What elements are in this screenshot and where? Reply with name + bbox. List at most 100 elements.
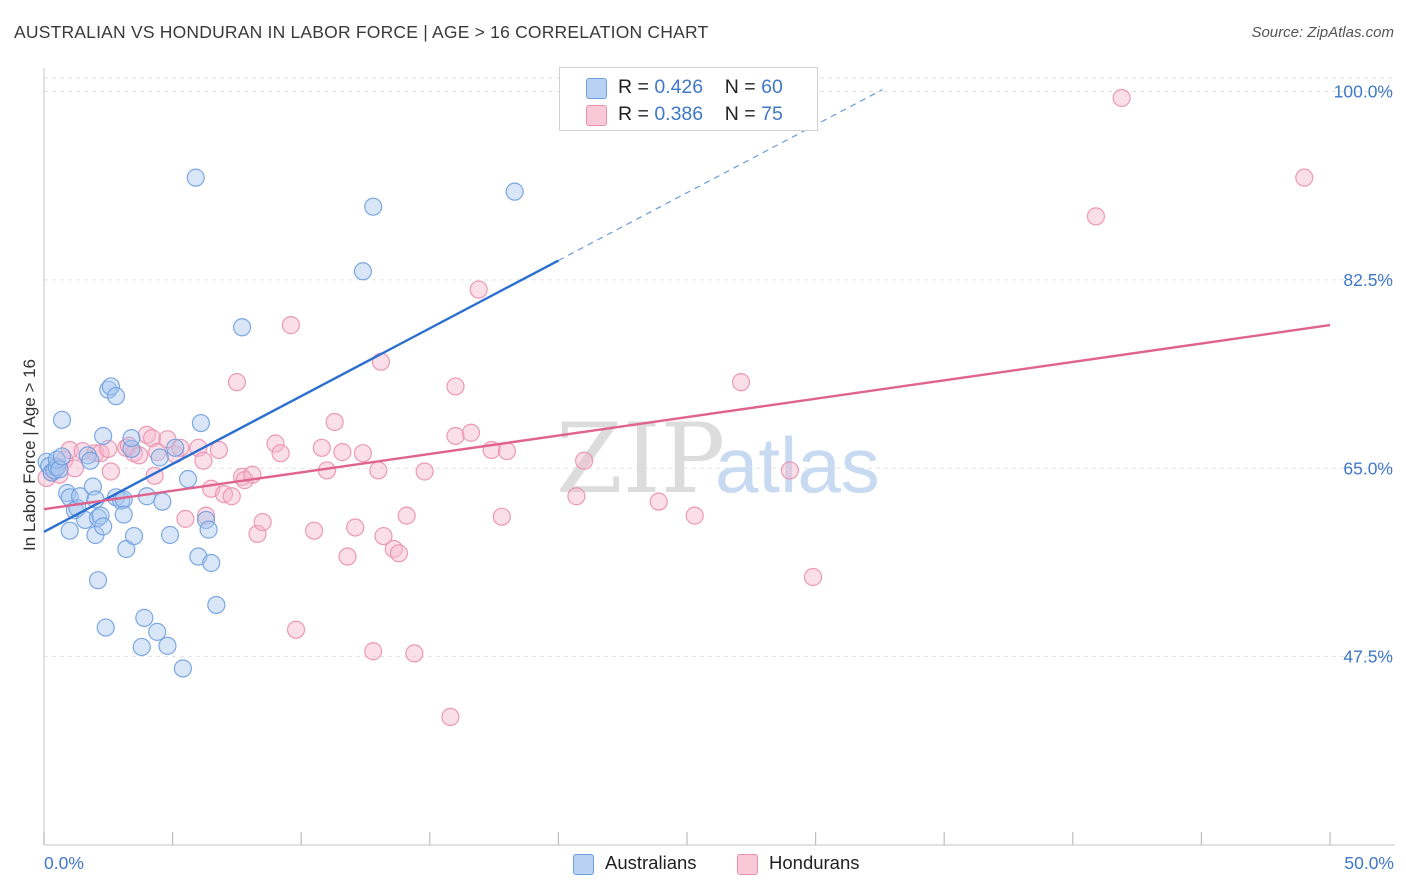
hondurans-point — [780, 461, 799, 480]
watermark-zip: ZIP — [556, 403, 725, 515]
hondurans-point — [461, 423, 481, 442]
axes-layer — [43, 68, 1395, 846]
hondurans-point — [325, 412, 344, 432]
hondurans-point — [649, 492, 668, 511]
hondurans-point — [194, 451, 213, 470]
australians-point — [132, 637, 151, 657]
hondurans-point — [281, 316, 301, 335]
australians-point — [364, 197, 383, 216]
hondurans-point — [222, 487, 241, 506]
points-layer — [37, 88, 1314, 727]
hondurans-point — [389, 544, 409, 563]
australians-point — [150, 448, 169, 467]
hondurans-point — [1086, 207, 1106, 226]
source-label: Source: ZipAtlas.com — [1251, 24, 1394, 41]
x-tick-label: 0.0% — [44, 853, 84, 873]
hondurans-point — [575, 451, 594, 470]
australians-point — [173, 659, 192, 678]
legend-n-value-australians: 60 — [761, 76, 783, 98]
legend-swatch-australians — [586, 78, 607, 99]
legend-swatch-hondurans — [586, 105, 607, 126]
hondurans-point — [271, 444, 290, 463]
bottom-legend-label-hondurans: Hondurans — [769, 852, 860, 873]
australians-point — [94, 426, 113, 446]
australians-point — [153, 492, 172, 511]
australians-point — [88, 571, 108, 590]
australians-point — [166, 438, 185, 457]
australians-point — [96, 618, 115, 637]
australians-point — [106, 387, 126, 406]
australians-point — [232, 318, 252, 337]
hondurans-trend-line — [43, 323, 1331, 511]
australians-point — [122, 429, 141, 448]
australians-point — [101, 377, 120, 396]
hondurans-point — [196, 506, 216, 525]
australians-point — [81, 451, 100, 470]
hondurans-point — [137, 425, 156, 444]
hondurans-point — [338, 547, 357, 566]
australians-trend-line — [43, 259, 559, 533]
australians-point — [47, 458, 66, 477]
hondurans-point — [397, 506, 416, 525]
hondurans-point — [1295, 168, 1314, 187]
hondurans-point — [353, 444, 373, 463]
hondurans-point — [346, 518, 365, 537]
australians-point — [353, 262, 373, 281]
hondurans-point — [364, 642, 383, 661]
australians-point — [178, 469, 198, 489]
australians-point — [91, 506, 110, 525]
hondurans-point — [469, 280, 488, 299]
hondurans-point — [731, 373, 751, 392]
australians-point — [158, 636, 177, 655]
ticks-layer: 47.5% 65.0% 82.5% 100.0% 0.0% 50.0% — [44, 82, 1394, 873]
x-tick-label: 50.0% — [1344, 853, 1394, 873]
legend-n-label: N = — [724, 103, 756, 125]
hondurans-point — [446, 377, 465, 396]
hondurans-point — [142, 429, 162, 448]
hondurans-point — [685, 506, 704, 525]
y-tick-label: 47.5% — [1343, 647, 1393, 667]
grid-layer — [44, 77, 1395, 658]
chart-title: AUSTRALIAN VS HONDURAN IN LABOR FORCE | … — [14, 22, 709, 42]
australians-point — [114, 505, 133, 524]
hondurans-point — [333, 443, 352, 462]
hondurans-point — [171, 438, 190, 457]
australians-point — [135, 608, 154, 627]
hondurans-point — [65, 459, 84, 478]
australians-point — [122, 439, 141, 458]
watermark: ZIP atlas — [556, 403, 880, 515]
australians-point — [60, 521, 79, 540]
legend-r-value-australians: 0.426 — [654, 76, 704, 98]
hondurans-point — [371, 352, 391, 371]
legend-r-label: R = — [618, 103, 649, 125]
y-tick-label: 65.0% — [1343, 458, 1393, 478]
australians-point — [160, 525, 180, 545]
y-tick-label: 100.0% — [1334, 82, 1393, 102]
australians-point — [52, 410, 72, 429]
australians-point — [88, 508, 108, 527]
hondurans-point — [1112, 88, 1131, 108]
hondurans-point — [266, 434, 285, 453]
hondurans-point — [312, 438, 331, 457]
hondurans-point — [374, 526, 393, 546]
hondurans-point — [101, 462, 120, 481]
hondurans-point — [497, 441, 517, 461]
australians-point — [199, 520, 218, 539]
hondurans-point — [441, 707, 460, 727]
hondurans-point — [286, 620, 306, 639]
hondurans-point — [304, 521, 324, 540]
australians-point — [52, 447, 72, 466]
legend-n-value-hondurans: 75 — [761, 103, 783, 125]
y-tick-label: 82.5% — [1343, 270, 1393, 290]
hondurans-point — [446, 426, 465, 446]
hondurans-point — [567, 487, 586, 506]
australians-point — [124, 526, 144, 546]
legend-text-australians: R = 0.426 N = 60 — [618, 76, 783, 99]
bottom-legend-label-australians: Australians — [605, 852, 697, 873]
hondurans-point — [209, 440, 228, 460]
hondurans-point — [369, 461, 388, 480]
australians-point — [505, 182, 524, 201]
australians-point — [202, 553, 221, 573]
australians-point — [191, 413, 210, 433]
hondurans-point — [253, 512, 272, 532]
